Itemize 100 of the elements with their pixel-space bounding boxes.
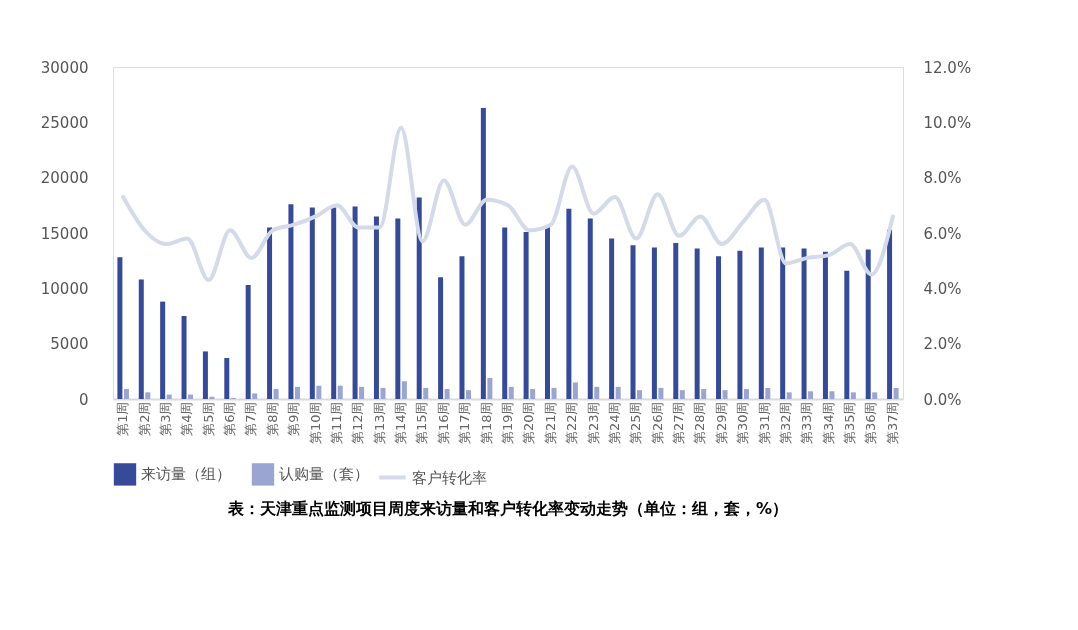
y2-tick-label: 8.0% bbox=[923, 169, 962, 188]
x-tick-label: 第27周 bbox=[671, 401, 687, 445]
x-tick-label: 第12周 bbox=[350, 401, 366, 445]
bar bbox=[722, 390, 728, 399]
bar bbox=[502, 227, 508, 399]
bar bbox=[893, 387, 899, 399]
x-tick-label: 第1周 bbox=[115, 401, 131, 436]
x-tick-label: 第36周 bbox=[863, 401, 879, 445]
bar bbox=[865, 249, 871, 399]
bar bbox=[480, 107, 486, 399]
bar bbox=[609, 238, 615, 399]
bar bbox=[181, 316, 187, 399]
bar bbox=[694, 248, 700, 399]
bar bbox=[808, 391, 814, 399]
bar bbox=[822, 251, 828, 399]
bar bbox=[765, 387, 771, 399]
bar bbox=[887, 229, 893, 399]
bar bbox=[844, 270, 850, 399]
bar bbox=[444, 389, 450, 399]
bar bbox=[145, 392, 151, 399]
bar bbox=[872, 392, 878, 399]
bar bbox=[716, 256, 722, 399]
y2-tick-label: 2.0% bbox=[923, 335, 962, 354]
x-tick-label: 第37周 bbox=[884, 401, 900, 445]
bar bbox=[123, 389, 129, 399]
bar bbox=[160, 301, 166, 399]
x-tick-label: 第15周 bbox=[414, 401, 430, 445]
x-tick-label: 第32周 bbox=[777, 401, 793, 445]
bar bbox=[508, 386, 514, 399]
bar bbox=[245, 285, 251, 399]
bar bbox=[679, 390, 685, 399]
x-tick-label: 第7周 bbox=[243, 401, 259, 436]
x-tick-label: 第29周 bbox=[713, 401, 729, 445]
bar bbox=[309, 207, 315, 399]
bar bbox=[373, 216, 379, 399]
x-tick-label: 第13周 bbox=[371, 401, 387, 445]
bar bbox=[487, 377, 493, 399]
bar bbox=[117, 257, 123, 399]
bar bbox=[401, 381, 407, 399]
bar bbox=[273, 389, 279, 399]
bar bbox=[566, 208, 572, 399]
bar bbox=[572, 382, 578, 399]
x-tick-label: 第2周 bbox=[136, 401, 152, 436]
bar bbox=[551, 387, 557, 399]
legend-label: 来访量（组） bbox=[141, 465, 231, 484]
bar bbox=[288, 204, 294, 399]
bar bbox=[267, 227, 273, 399]
bar bbox=[801, 248, 807, 399]
x-tick-label: 第11周 bbox=[328, 401, 344, 445]
x-tick-label: 第14周 bbox=[393, 401, 409, 445]
x-tick-label: 第20周 bbox=[521, 401, 537, 445]
bar bbox=[224, 358, 230, 399]
x-tick-label: 第21周 bbox=[542, 401, 558, 445]
bar bbox=[252, 393, 258, 399]
bar bbox=[423, 387, 429, 399]
y2-tick-label: 4.0% bbox=[923, 279, 962, 298]
legend-label: 客户转化率 bbox=[412, 468, 487, 487]
y-tick-label: 10000 bbox=[40, 279, 89, 298]
x-tick-label: 第5周 bbox=[200, 401, 216, 436]
bar bbox=[630, 245, 636, 399]
bar bbox=[395, 218, 401, 399]
x-tick-label: 第25周 bbox=[628, 401, 644, 445]
bar bbox=[352, 206, 358, 399]
x-tick-label: 第8周 bbox=[264, 401, 280, 436]
bar bbox=[544, 226, 550, 399]
legend-label: 认购量（套） bbox=[279, 465, 369, 484]
x-tick-label: 第3周 bbox=[157, 401, 173, 436]
x-tick-label: 第34周 bbox=[820, 401, 836, 445]
bar bbox=[188, 394, 194, 399]
bar bbox=[337, 385, 343, 399]
line-series bbox=[121, 125, 895, 283]
y2-tick-label: 10.0% bbox=[923, 113, 972, 132]
x-tick-label: 第10周 bbox=[307, 401, 323, 445]
bar bbox=[438, 277, 444, 399]
bar bbox=[209, 396, 215, 399]
bar bbox=[594, 386, 600, 399]
bar bbox=[658, 387, 664, 399]
y-tick-label: 20000 bbox=[40, 169, 89, 188]
x-tick-label: 第28周 bbox=[692, 401, 708, 445]
bar bbox=[466, 390, 472, 399]
y-tick-label: 15000 bbox=[40, 224, 89, 243]
x-tick-label: 第16周 bbox=[435, 401, 451, 445]
bar bbox=[701, 389, 707, 399]
y-tick-label: 30000 bbox=[40, 58, 89, 77]
bar bbox=[637, 390, 643, 399]
bar bbox=[331, 207, 337, 399]
bar bbox=[202, 351, 208, 399]
x-tick-label: 第33周 bbox=[799, 401, 815, 445]
bar bbox=[615, 386, 621, 399]
y2-tick-label: 6.0% bbox=[923, 224, 962, 243]
x-tick-label: 第24周 bbox=[606, 401, 622, 445]
x-tick-label: 第19周 bbox=[500, 401, 515, 445]
bar bbox=[530, 389, 536, 399]
bar bbox=[651, 247, 657, 399]
x-tick-label: 第30周 bbox=[735, 401, 751, 445]
bar bbox=[138, 279, 144, 399]
x-tick-label: 第23周 bbox=[585, 401, 601, 445]
bar bbox=[523, 231, 529, 399]
x-tick-label: 第17周 bbox=[457, 401, 473, 445]
y2-tick-label: 12.0% bbox=[923, 58, 972, 77]
